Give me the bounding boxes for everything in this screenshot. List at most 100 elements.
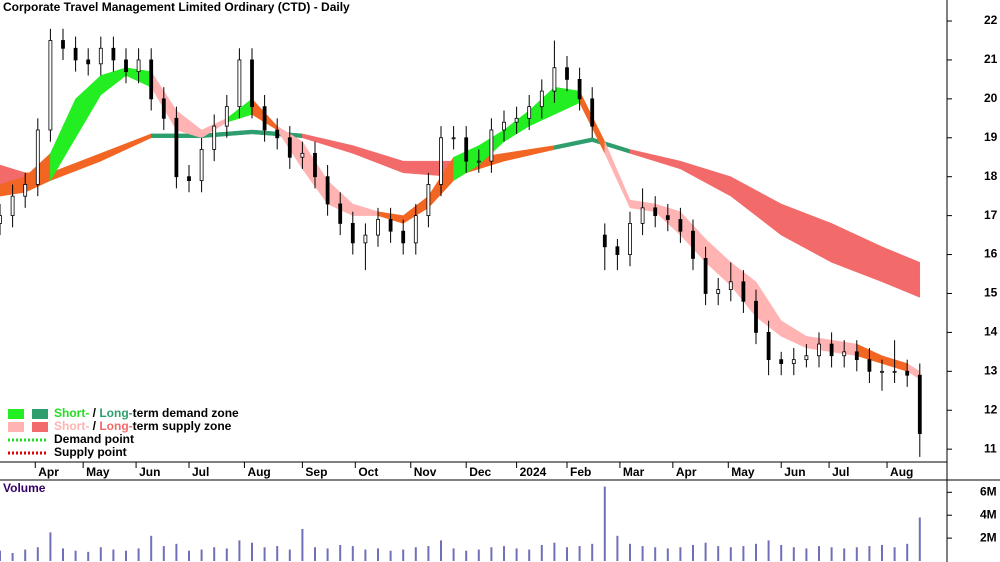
candle-body: [376, 219, 380, 236]
y-tick-label: 11: [984, 441, 997, 455]
candle-body: [489, 129, 494, 162]
x-tick-label: 2024: [520, 465, 547, 479]
candle-body: [401, 230, 406, 244]
volume-bar: [528, 549, 531, 561]
y-tick-label: 13: [984, 363, 998, 377]
candle-body: [10, 195, 15, 217]
x-tick-label: Nov: [414, 465, 437, 479]
x-tick-label: May: [86, 465, 110, 479]
y-tick-label: 19: [984, 130, 998, 144]
candle-body: [451, 137, 456, 140]
volume-bar: [918, 517, 921, 561]
volume-bar: [99, 547, 102, 561]
candle-body: [766, 331, 771, 361]
volume-bar: [465, 550, 468, 561]
volume-tick-label: 2M: [980, 530, 997, 544]
volume-bar: [893, 547, 896, 561]
volume-bar: [830, 547, 833, 561]
volume-bar: [49, 532, 52, 561]
candle-body: [476, 160, 481, 163]
candle-body: [212, 125, 217, 150]
volume-bar: [843, 548, 846, 561]
volume-bar: [729, 547, 732, 561]
x-tick-label: Jul: [192, 465, 209, 479]
volume-bar: [0, 550, 1, 561]
candle-body: [174, 117, 179, 178]
volume-bar: [805, 548, 808, 561]
candle-body: [867, 359, 872, 372]
candle-body: [565, 67, 569, 80]
candle-body: [300, 152, 305, 158]
candle-body: [665, 215, 670, 220]
candle-body: [250, 59, 254, 108]
volume-bar: [351, 546, 354, 561]
candle-body: [149, 59, 154, 100]
legend-text: Supply point: [54, 445, 127, 459]
candle-body: [161, 98, 166, 119]
candle-body: [527, 106, 532, 119]
legend-text: Short-: [54, 419, 89, 433]
volume-bar: [881, 544, 883, 561]
y-tick-label: 20: [984, 91, 998, 105]
candle-body: [388, 219, 393, 232]
volume-bar: [780, 544, 783, 561]
y-tick-label: 14: [984, 325, 998, 339]
x-tick-label: Apr: [38, 465, 59, 479]
candle-body: [287, 137, 292, 158]
candle-body: [363, 234, 368, 244]
volume-bar: [377, 548, 379, 561]
volume-bar: [314, 547, 316, 561]
legend-label: Short- / Long-term supply zone: [54, 419, 232, 433]
candle-body: [590, 98, 595, 127]
volume-bar: [238, 540, 241, 561]
candle-body: [653, 207, 658, 217]
volume-bar: [641, 546, 644, 561]
candle-body: [703, 258, 708, 294]
volume-bar: [74, 550, 77, 561]
volume-bar: [704, 542, 707, 561]
legend-label: Supply point: [54, 445, 127, 459]
candle-body: [413, 215, 418, 244]
volume-bar: [301, 528, 304, 561]
volume-bar: [188, 550, 190, 561]
volume-bar: [125, 550, 127, 561]
volume-bar: [855, 547, 858, 561]
volume-bar: [137, 548, 140, 561]
y-tick-label: 12: [984, 402, 998, 416]
x-tick-label: Aug: [890, 465, 913, 479]
volume-bar: [414, 547, 417, 561]
volume-bar: [364, 549, 367, 561]
candle-body: [187, 176, 191, 181]
volume-bar: [603, 486, 606, 561]
volume-bar: [616, 535, 619, 561]
candle-body: [35, 129, 40, 185]
x-tick-label: Jun: [139, 465, 160, 479]
x-tick-label: Mar: [623, 465, 645, 479]
volume-bar: [629, 543, 631, 561]
candle-body: [350, 223, 355, 244]
volume-bar: [150, 535, 153, 561]
candle-body: [754, 300, 758, 333]
x-tick-label: Jul: [832, 465, 849, 479]
candle-body: [854, 351, 859, 361]
volume-bar: [339, 544, 342, 561]
candle-body: [716, 289, 721, 294]
candle-body: [917, 374, 922, 434]
candle-body: [136, 59, 141, 73]
x-tick-label: Feb: [570, 465, 591, 479]
legend-text: term demand zone: [133, 406, 239, 420]
candle-body: [23, 184, 28, 197]
candle-body: [111, 47, 116, 61]
chart-title: Corporate Travel Management Limited Ordi…: [3, 0, 350, 14]
candle-body: [124, 59, 128, 73]
candle-body: [628, 223, 632, 255]
candle-body: [817, 343, 821, 357]
volume-bar: [477, 549, 480, 561]
candle-body: [779, 359, 784, 364]
volume-bar: [553, 542, 556, 561]
volume-bar: [225, 548, 228, 561]
volume-bar: [36, 547, 39, 561]
